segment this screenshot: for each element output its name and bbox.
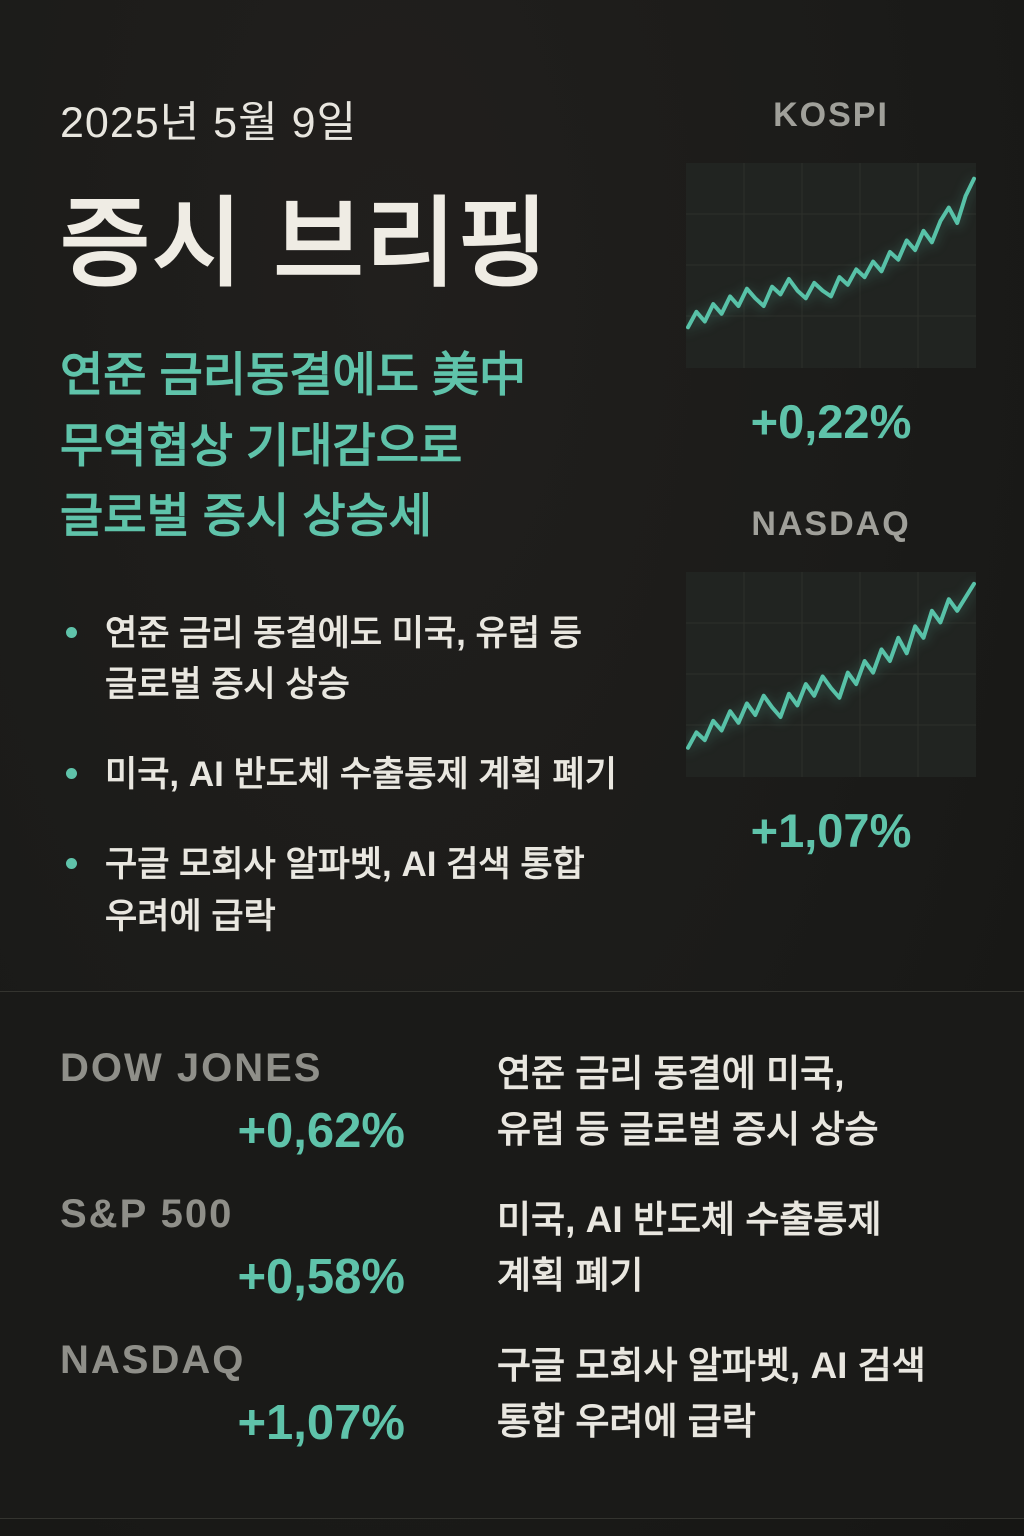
- index-row: DOW JONES +0,62%: [60, 1046, 405, 1192]
- index-name: NASDAQ: [60, 1338, 246, 1382]
- summary-note: 구글 모회사 알파벳, AI 검색 통합 우려에 급락: [497, 1345, 926, 1442]
- kospi-change: +0,22%: [750, 395, 912, 448]
- note-cell: 미국, AI 반도체 수출통제 계획 폐기: [497, 1192, 966, 1338]
- summary-note: 미국, AI 반도체 수출통제 계획 폐기: [497, 1199, 882, 1296]
- index-change: +0,62%: [237, 1104, 405, 1158]
- index-name: DOW JONES: [60, 1046, 323, 1090]
- list-item: 연준 금리 동결에도 미국, 유럽 등 글로벌 증시 상승: [60, 608, 660, 712]
- nasdaq-chart: [686, 572, 976, 777]
- index-change: +0,58%: [237, 1250, 405, 1304]
- note-cell: 구글 모회사 알파벳, AI 검색 통합 우려에 급락: [497, 1338, 966, 1484]
- list-item: 미국, AI 반도체 수출통제 계획 폐기: [60, 749, 660, 801]
- index-row: S&P 500 +0,58%: [60, 1192, 405, 1338]
- kospi-label: KOSPI: [773, 96, 889, 134]
- briefing-date: 2025년 5월 9일: [60, 99, 358, 147]
- index-row: NASDAQ +1,07%: [60, 1338, 405, 1484]
- kospi-trend-line: [686, 176, 976, 330]
- bullet-icon: [66, 626, 77, 638]
- kospi-chart: [686, 163, 976, 368]
- nasdaq-trend-line: [686, 581, 976, 750]
- briefing-subtitle: 연준 금리동결에도 美中 무역협상 기대감으로 글로벌 증시 상승세: [60, 348, 527, 542]
- summary-note: 연준 금리 동결에 미국, 유럽 등 글로벌 증시 상승: [497, 1053, 879, 1150]
- divider: [0, 1518, 1024, 1519]
- headline-text: 구글 모회사 알파벳, AI 검색 통합 우려에 급락: [105, 844, 585, 936]
- headline-text: 미국, AI 반도체 수출통제 계획 폐기: [105, 755, 617, 795]
- page-title: 증시 브리핑: [60, 188, 551, 298]
- briefing-header: 2025년 5월 9일 증시 브리핑 연준 금리동결에도 美中 무역협상 기대감…: [60, 88, 660, 980]
- summary-panel: DOW JONES +0,62% 연준 금리 동결에 미국, 유럽 등 글로벌 …: [0, 991, 1024, 1518]
- chart-grid: [686, 163, 976, 368]
- index-name: S&P 500: [60, 1192, 234, 1236]
- charts-panel: KOSPI +0,22% NASDAQ: [676, 96, 986, 858]
- nasdaq-change: +1,07%: [750, 804, 912, 857]
- index-change: +1,07%: [237, 1396, 405, 1450]
- headline-list: 연준 금리 동결에도 미국, 유럽 등 글로벌 증시 상승 미국, AI 반도체…: [60, 608, 660, 943]
- summary-grid: DOW JONES +0,62% 연준 금리 동결에 미국, 유럽 등 글로벌 …: [0, 992, 1024, 1484]
- bullet-icon: [66, 857, 77, 869]
- nasdaq-label: NASDAQ: [751, 505, 911, 543]
- list-item: 구글 모회사 알파벳, AI 검색 통합 우려에 급락: [60, 839, 660, 943]
- bullet-icon: [66, 768, 77, 780]
- headline-text: 연준 금리 동결에도 미국, 유럽 등 글로벌 증시 상승: [105, 613, 582, 705]
- note-cell: 연준 금리 동결에 미국, 유럽 등 글로벌 증시 상승: [497, 1046, 966, 1192]
